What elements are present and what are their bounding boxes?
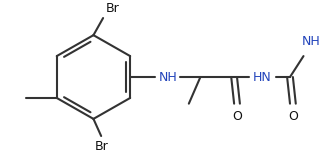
Text: O: O — [232, 110, 242, 123]
Text: NH: NH — [158, 71, 177, 84]
Text: Br: Br — [106, 2, 120, 15]
Text: Br: Br — [94, 140, 108, 153]
Text: O: O — [288, 110, 298, 123]
Text: NH: NH — [302, 35, 320, 49]
Text: HN: HN — [253, 71, 271, 84]
